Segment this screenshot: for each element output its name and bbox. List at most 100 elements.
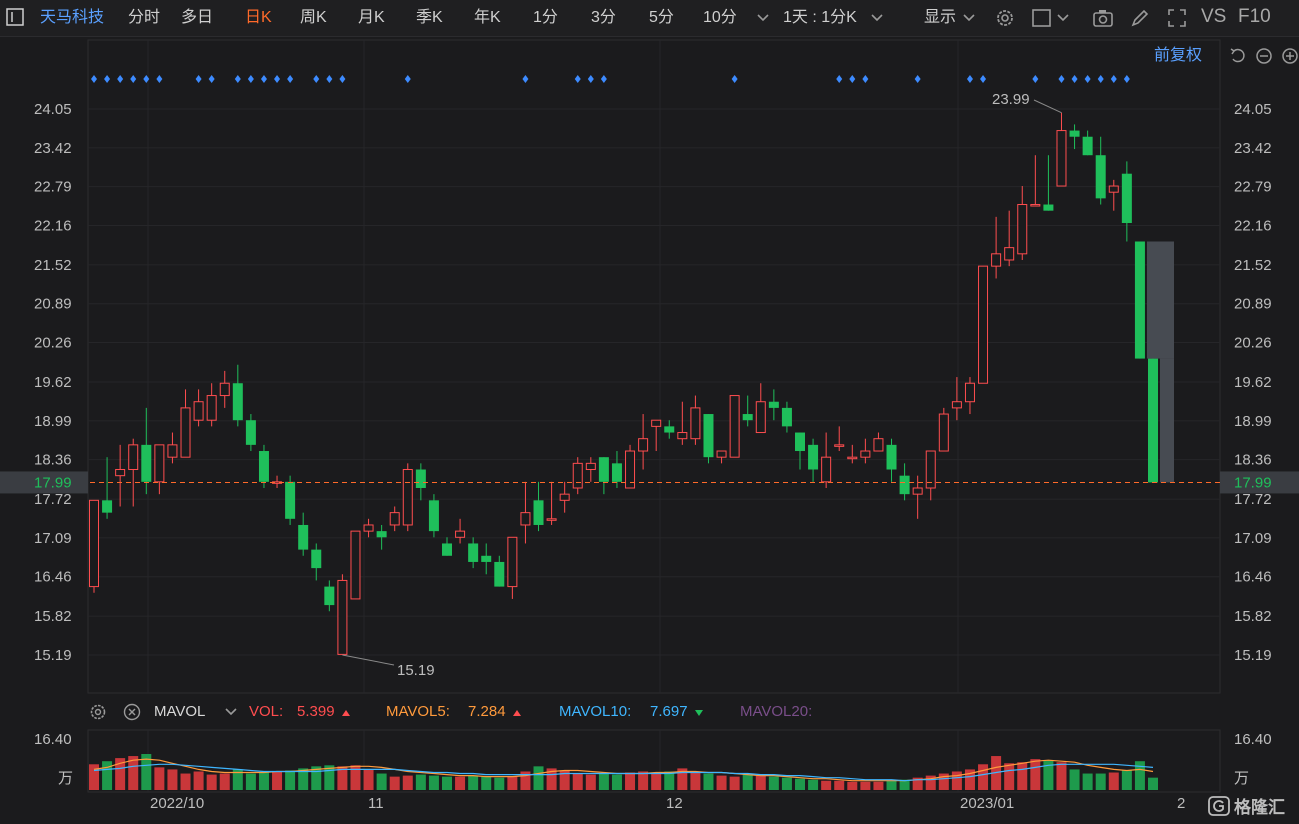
candle-body-up — [219, 382, 230, 397]
event-marker-icon — [914, 75, 921, 83]
tab-duori[interactable]: 多日 — [181, 9, 214, 26]
candle-body-down — [141, 444, 152, 482]
candle-body-down — [311, 549, 322, 569]
candle-body-down — [1043, 204, 1054, 211]
volume-bar-down — [598, 773, 609, 790]
tab-10min[interactable]: 10分 — [703, 9, 737, 26]
chevron-down-icon[interactable] — [870, 10, 884, 26]
mavol10-line — [93, 763, 1154, 782]
volume-bar-up — [167, 769, 178, 790]
event-marker-icon — [208, 75, 215, 83]
vs-button[interactable]: VS — [1201, 6, 1227, 27]
fullscreen-icon[interactable] — [1165, 6, 1189, 30]
volume-bar-up — [546, 768, 557, 790]
price-tick-right: 20.89 — [1234, 296, 1272, 313]
volume-bar-up — [337, 766, 348, 790]
vol-value: 5.399 — [297, 703, 335, 720]
zoom-in-icon[interactable] — [1280, 46, 1299, 66]
pencil-icon[interactable] — [1128, 6, 1152, 30]
zoom-out-icon[interactable] — [1254, 46, 1274, 66]
tab-quarterly-k[interactable]: 季K — [416, 9, 443, 26]
event-marker-icon — [1097, 75, 1104, 83]
volume-bar-down — [102, 761, 113, 790]
price-tick-right: 18.99 — [1234, 413, 1272, 430]
event-marker-icon — [104, 75, 111, 83]
volume-bar-down — [376, 773, 387, 790]
stock-name[interactable]: 天马科技 — [40, 9, 105, 26]
date-tick: 2023/01 — [960, 795, 1014, 812]
candle-body-up — [507, 536, 518, 588]
tab-weekly-k[interactable]: 周K — [300, 9, 327, 26]
volume-bar-up — [507, 776, 518, 790]
volume-bar-down — [245, 773, 256, 790]
volume-bar-up — [1056, 762, 1067, 790]
price-tick-right: 17.09 — [1234, 530, 1272, 547]
candle-body-down — [886, 444, 897, 470]
candle-body-up — [402, 469, 413, 526]
tab-3min[interactable]: 3分 — [591, 9, 616, 26]
volume-bar-up — [690, 771, 701, 790]
volume-bar-down — [1095, 773, 1106, 790]
tab-daily-k[interactable]: 日K — [245, 9, 272, 26]
tab-5min[interactable]: 5分 — [649, 9, 674, 26]
candle-body-up — [559, 493, 570, 501]
reset-icon[interactable] — [1228, 46, 1248, 66]
volume-bar-down — [1148, 777, 1158, 790]
chart-grid — [87, 39, 1221, 793]
panel-toggle-icon[interactable] — [4, 6, 26, 28]
range-select[interactable]: 1天 : 1分K — [783, 9, 857, 26]
forecast-block — [1147, 241, 1174, 359]
adjust-mode[interactable]: 前复权 — [1154, 47, 1203, 64]
current-price-box-right — [1220, 471, 1299, 494]
volume-bar-down — [768, 776, 779, 790]
candle-body-down — [1134, 241, 1145, 359]
price-tick-left: 17.09 — [34, 530, 72, 547]
event-marker-icon — [260, 75, 267, 83]
volume-bar-down — [494, 777, 505, 790]
candle-body-up — [193, 401, 204, 421]
candle-body-down — [442, 543, 452, 556]
volume-bar-down — [285, 770, 296, 790]
mavol20-label: MAVOL20: — [740, 703, 813, 720]
f10-button[interactable]: F10 — [1238, 6, 1271, 27]
camera-icon[interactable] — [1091, 6, 1115, 30]
event-marker-icon — [1058, 75, 1065, 83]
candle-body-up — [847, 456, 858, 460]
gear-icon[interactable] — [993, 6, 1017, 30]
chevron-down-icon[interactable] — [1056, 10, 1070, 26]
indicator-name[interactable]: MAVOL — [154, 703, 206, 720]
display-menu[interactable]: 显示 — [924, 9, 957, 26]
candle-body-up — [716, 450, 727, 458]
event-marker-icon — [836, 75, 843, 83]
chevron-down-icon[interactable] — [962, 10, 976, 26]
chevron-down-icon[interactable] — [756, 10, 770, 26]
settings-icon[interactable] — [88, 702, 108, 722]
volume-bar-up — [128, 756, 139, 790]
candle-body-down — [1121, 173, 1132, 224]
date-tick: 11 — [368, 795, 384, 812]
event-marker-icon — [522, 75, 529, 83]
volume-bar-down — [1134, 761, 1145, 790]
candle-body-up — [389, 512, 400, 526]
event-marker-icon — [966, 75, 973, 83]
tab-monthly-k[interactable]: 月K — [358, 9, 385, 26]
candle-body-up — [115, 469, 126, 477]
layout-icon[interactable] — [1030, 6, 1054, 30]
mavol5-value: 7.284 — [468, 703, 506, 720]
volume-bar-down — [742, 774, 753, 790]
vol-axis-top-left: 16.40 — [34, 731, 72, 748]
candle-body-up — [572, 462, 583, 489]
price-tick-left: 18.99 — [34, 413, 72, 430]
tab-1min[interactable]: 1分 — [533, 9, 558, 26]
tab-yearly-k[interactable]: 年K — [474, 9, 501, 26]
event-marker-icon — [862, 75, 869, 83]
chevron-down-icon[interactable] — [224, 705, 238, 719]
candle-body-down — [742, 414, 753, 421]
tab-fenshi[interactable]: 分时 — [128, 9, 161, 26]
date-tick: 2022/10 — [150, 795, 204, 812]
close-icon[interactable] — [122, 702, 142, 722]
event-marker-icon — [731, 75, 738, 83]
price-tick-right: 18.36 — [1234, 452, 1272, 469]
price-tick-left: 20.89 — [34, 296, 72, 313]
